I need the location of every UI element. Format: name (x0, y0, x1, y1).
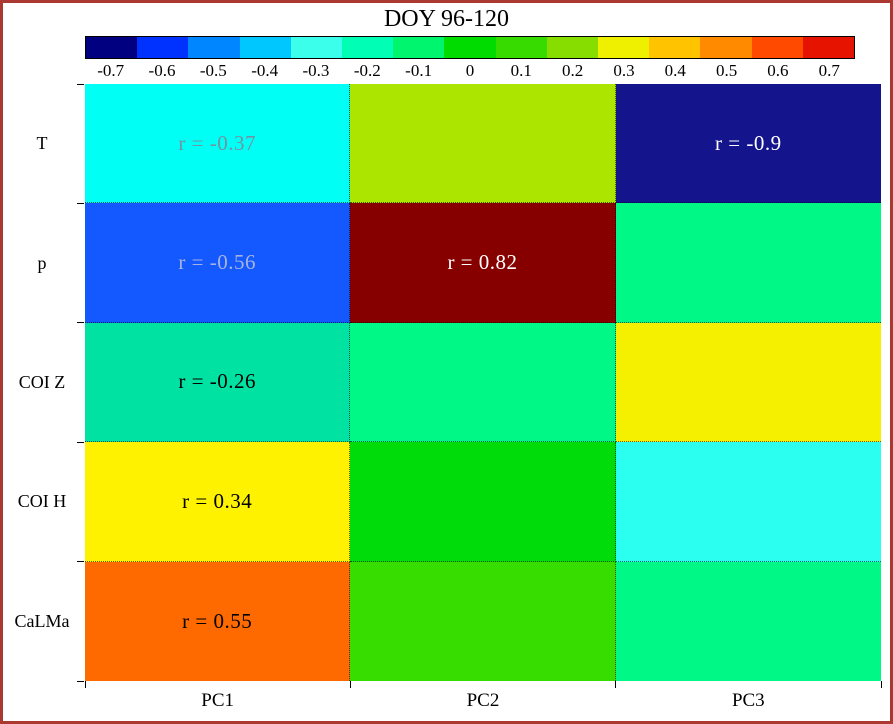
colorbar-tick-label: -0.5 (199, 61, 227, 80)
cell-r-label: r = -0.56 (178, 250, 256, 275)
heatmap-cell (350, 561, 616, 681)
x-axis-tick (615, 681, 617, 688)
colorbar-tick-label: -0.2 (353, 61, 381, 80)
colorbar-segment (393, 37, 445, 58)
colorbar-segment (802, 37, 855, 58)
x-axis-labels: PC1 PC2 PC3 (85, 690, 881, 712)
colorbar-segment (290, 37, 343, 58)
colorbar-segment (342, 37, 394, 58)
x-axis-label: PC1 (201, 690, 235, 711)
heatmap-cell (350, 322, 616, 443)
colorbar-tick-label: 0 (465, 61, 475, 80)
x-axis-tick (880, 681, 882, 688)
colorbar-tick-label: 0.5 (715, 61, 738, 80)
heatmap-cell (615, 561, 881, 681)
colorbar-segment (239, 37, 291, 58)
y-axis-label: COI H (17, 491, 67, 512)
heatmap-cell (615, 442, 881, 562)
colorbar-tick-label: 0.4 (664, 61, 686, 80)
heatmap-cell (615, 203, 881, 323)
colorbar-segment (137, 37, 189, 58)
heatmap-grid: r = -0.37 r = -0.9 r = -0.56 r = 0.82 r = -0… (85, 84, 881, 681)
heatmap-cell (615, 322, 881, 443)
heatmap-cell: r = -0.26 (85, 322, 351, 443)
colorbar-tick-label: -0.6 (148, 61, 176, 80)
colorbar-tick-label: 0.3 (613, 61, 635, 80)
colorbar-segment (700, 37, 752, 58)
cell-r-label: r = -0.9 (715, 130, 782, 155)
cell-r-label: r = -0.26 (178, 369, 256, 394)
colorbar-tick-label: 0.2 (561, 61, 584, 80)
y-axis-label: p (37, 252, 47, 273)
colorbar-segment (751, 37, 803, 58)
heatmap-cell (350, 84, 616, 204)
colorbar-tick-label: -0.1 (405, 61, 433, 80)
colorbar-segment (649, 37, 701, 58)
cell-r-label: r = 0.34 (182, 488, 253, 513)
x-axis-tick (349, 681, 351, 688)
heatmap-cell: r = 0.82 (350, 203, 616, 323)
y-axis-label: CaLMa (14, 610, 70, 631)
heatmap-cell: r = 0.55 (85, 561, 351, 681)
cell-r-label: r = 0.82 (447, 250, 518, 275)
x-axis-label: PC3 (731, 690, 765, 711)
colorbar-segment (495, 37, 547, 58)
x-axis-label: PC2 (466, 690, 500, 711)
cell-r-label: r = -0.37 (178, 130, 256, 155)
y-axis-label: T (36, 133, 48, 154)
colorbar-tick-label: -0.4 (251, 61, 279, 80)
colorbar-segment (598, 37, 650, 58)
colorbar-segment (188, 37, 240, 58)
colorbar-segment (546, 37, 599, 58)
colorbar (85, 36, 855, 59)
colorbar-tick-label: -0.3 (302, 61, 330, 80)
colorbar-tick-labels: -0.7 -0.6 -0.5 -0.4 -0.3 -0.2 -0.1 0 0.1 0.2 0.3 0.… (85, 61, 855, 81)
cell-r-label: r = 0.55 (182, 608, 253, 633)
heatmap-cell: r = 0.34 (85, 442, 351, 562)
colorbar-tick-label: 0.1 (510, 61, 532, 80)
x-axis-tick (84, 681, 86, 688)
heatmap-cell: r = -0.9 (615, 84, 881, 204)
chart-title: DOY 96-120 (383, 6, 510, 32)
colorbar-segment (86, 37, 138, 58)
heatmap-cell: r = -0.56 (85, 203, 351, 323)
heatmap-cell (350, 442, 616, 562)
colorbar-tick-label: 0.6 (767, 61, 789, 80)
colorbar-tick-label: -0.7 (97, 61, 125, 80)
y-axis-label: COI Z (18, 372, 66, 393)
colorbar-segment (444, 37, 496, 58)
colorbar-tick-label: 0.7 (818, 61, 840, 80)
heatmap-cell: r = -0.37 (85, 84, 351, 204)
